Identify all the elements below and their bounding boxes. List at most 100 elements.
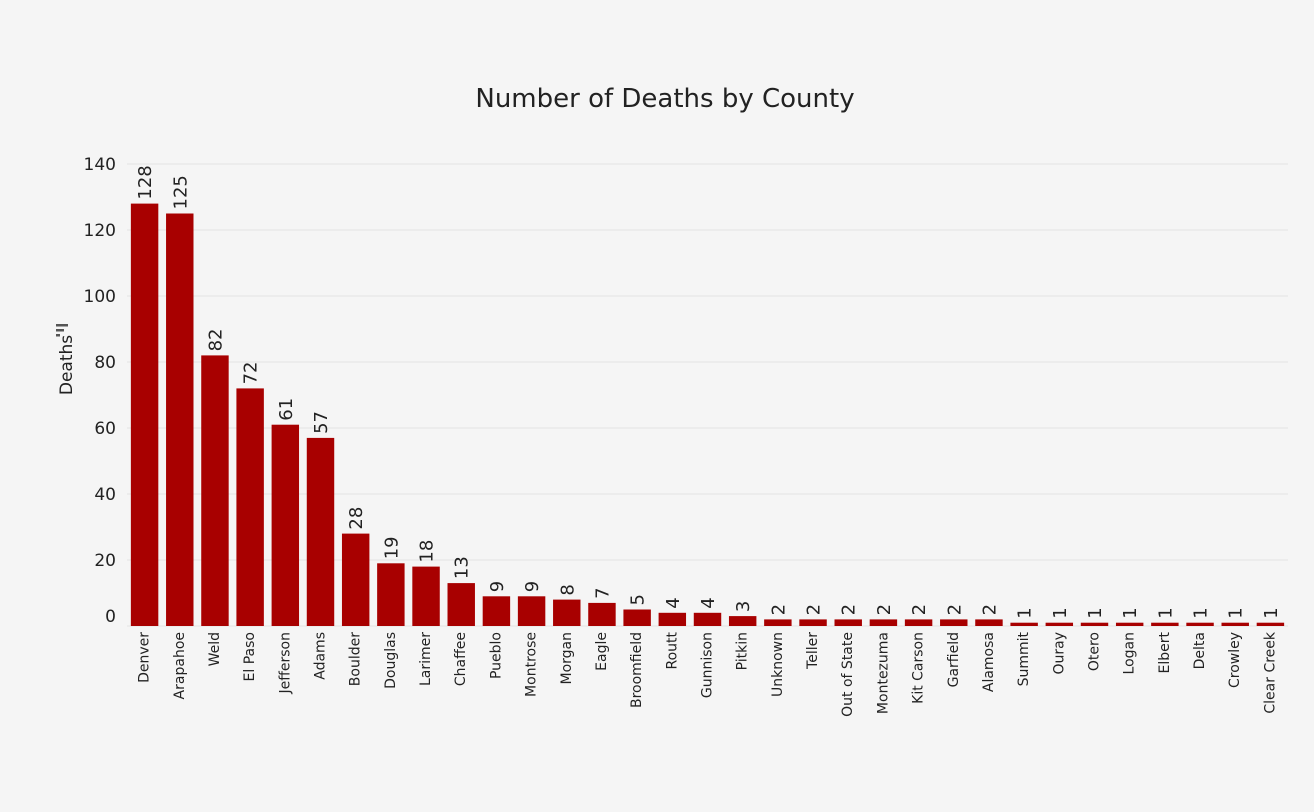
bar[interactable]: [482, 596, 511, 626]
bar[interactable]: [658, 612, 687, 626]
y-tick-label: 120: [84, 221, 116, 241]
sort-descending-icon[interactable]: [56, 324, 68, 337]
y-tick-label: 40: [94, 485, 116, 505]
x-tick-label: Gunnison: [700, 632, 716, 698]
x-tick-label: Teller: [805, 632, 821, 670]
data-label: 4: [698, 597, 719, 608]
data-label: 2: [944, 604, 965, 615]
data-label: 13: [452, 556, 473, 579]
x-tick-label: Broomfield: [629, 632, 645, 708]
data-label: 1: [1050, 607, 1071, 618]
bar[interactable]: [799, 619, 827, 626]
bar[interactable]: [975, 619, 1003, 626]
data-label: 2: [979, 604, 1000, 615]
data-label: 125: [170, 175, 191, 209]
bar[interactable]: [377, 563, 405, 626]
x-tick-label: Unknown: [770, 632, 786, 697]
bar[interactable]: [271, 424, 300, 626]
bar[interactable]: [166, 213, 194, 627]
bar[interactable]: [517, 596, 546, 626]
data-label: 9: [487, 581, 508, 592]
x-tick-label: Denver: [137, 632, 153, 683]
bar[interactable]: [904, 619, 933, 626]
bar[interactable]: [1151, 622, 1179, 626]
bar[interactable]: [412, 566, 440, 626]
bar[interactable]: [1010, 622, 1038, 626]
x-tick-label: Pitkin: [735, 632, 751, 670]
bar[interactable]: [1256, 622, 1285, 626]
bar[interactable]: [728, 616, 757, 626]
bar[interactable]: [1221, 622, 1249, 626]
data-label: 2: [874, 604, 895, 615]
data-label: 57: [311, 411, 332, 434]
data-label: 28: [346, 507, 367, 530]
y-axis-ticks: 0 20 40 60 80 100 120 140: [84, 155, 116, 627]
data-label: 1: [1015, 607, 1036, 618]
data-label: 1: [1191, 607, 1212, 618]
x-tick-label: Jefferson: [277, 632, 293, 695]
x-tick-label: Arapahoe: [172, 632, 188, 699]
x-tick-label: Summit: [1016, 631, 1032, 686]
bar[interactable]: [1115, 622, 1144, 626]
y-tick-label: 100: [84, 287, 116, 307]
x-tick-label: El Paso: [242, 632, 258, 681]
gridlines: [127, 163, 1288, 627]
data-label: 2: [804, 604, 825, 615]
x-tick-label: Elbert: [1157, 631, 1173, 673]
bar[interactable]: [1080, 622, 1109, 626]
bar[interactable]: [341, 533, 370, 626]
x-tick-label: Garfield: [946, 632, 962, 687]
x-tick-label: Adams: [313, 632, 329, 680]
y-tick-label: 60: [94, 419, 116, 439]
bar[interactable]: [623, 609, 651, 627]
data-label: 4: [663, 597, 684, 608]
x-tick-label: Boulder: [348, 632, 364, 686]
data-label: 8: [557, 584, 578, 595]
bar[interactable]: [1186, 622, 1214, 626]
x-tick-label: Weld: [207, 632, 223, 666]
bar[interactable]: [588, 602, 616, 626]
bar[interactable]: [834, 619, 862, 626]
data-label: 1: [1226, 607, 1247, 618]
data-label: 1: [1155, 607, 1176, 618]
data-label: 72: [241, 361, 262, 384]
data-label: 61: [276, 398, 297, 421]
data-label: 128: [135, 165, 156, 199]
bar[interactable]: [306, 437, 335, 626]
x-tick-label: Pueblo: [488, 632, 504, 679]
x-tick-label: Delta: [1192, 632, 1208, 669]
data-label: 19: [381, 536, 402, 559]
bar[interactable]: [553, 599, 581, 626]
data-label: 5: [628, 594, 649, 605]
x-tick-label: Logan: [1122, 632, 1138, 674]
bar[interactable]: [447, 583, 475, 626]
data-label: 1: [1261, 607, 1282, 618]
x-tick-label: Ouray: [1051, 632, 1067, 675]
x-tick-label: Alamosa: [981, 632, 997, 692]
bar[interactable]: [764, 619, 792, 626]
x-tick-label: Chaffee: [453, 632, 469, 686]
x-tick-label: Kit Carson: [911, 632, 927, 704]
x-tick-label: Routt: [664, 631, 680, 669]
bar[interactable]: [236, 388, 264, 626]
x-tick-label: Larimer: [418, 632, 434, 686]
bar[interactable]: [869, 619, 898, 626]
y-tick-label: 80: [94, 353, 116, 373]
bar[interactable]: [201, 355, 229, 626]
data-label: 7: [592, 587, 613, 598]
x-tick-label: Douglas: [383, 632, 399, 689]
x-tick-label: Out of State: [840, 632, 856, 717]
data-label: 9: [522, 581, 543, 592]
bar[interactable]: [693, 612, 722, 626]
x-tick-label: Otero: [1087, 632, 1103, 671]
bar[interactable]: [940, 619, 968, 626]
x-tick-label: Crowley: [1227, 632, 1243, 688]
y-tick-label: 0: [105, 607, 116, 627]
data-label: 82: [205, 328, 226, 351]
bar[interactable]: [130, 203, 159, 626]
data-label: 2: [839, 604, 860, 615]
bar[interactable]: [1045, 622, 1074, 626]
x-tick-label: Montrose: [524, 632, 540, 697]
data-label: 2: [768, 604, 789, 615]
